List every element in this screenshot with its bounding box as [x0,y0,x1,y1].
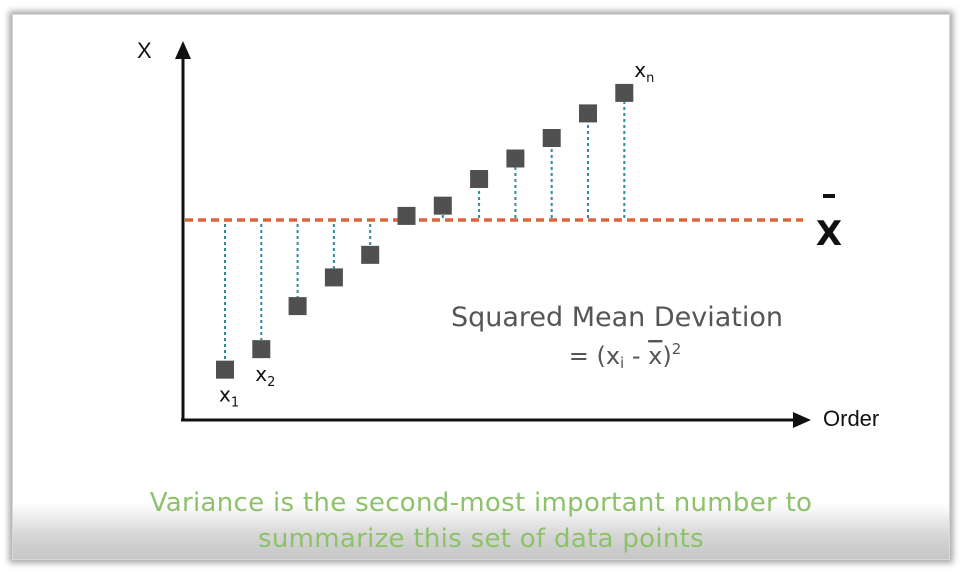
data-point [615,83,634,102]
data-point [361,245,380,264]
data-point [542,129,561,147]
bottom-shade [13,503,949,559]
mean-label-bar [823,194,835,198]
annotation-title: Squared Mean Deviation [451,302,783,333]
slide-frame: x1 x2 xn X Order X Squared Mean Deviation … [12,14,950,560]
mean-label: X [816,194,842,254]
caption-line-2: summarize this set of data points [257,524,705,554]
data-point [324,268,343,287]
point-label: xn [634,58,654,86]
point-label: x2 [255,362,275,390]
formula-eq: = (x [569,342,620,370]
formula-sup: 2 [672,340,682,358]
data-point [397,206,416,225]
point-label: x1 [219,383,239,411]
x-axis-label: Order [823,406,879,431]
data-points [216,83,634,379]
data-point [579,104,597,123]
formula-xbar: x [648,342,662,370]
mean-label-text: X [816,214,842,254]
y-axis-arrow [175,41,191,59]
x-axis-arrow [793,412,811,428]
formula-close: ) [662,342,671,370]
y-axis-label: X [137,38,152,63]
formula-sub: i [620,354,624,372]
caption-line-1: Variance is the second-most important nu… [149,488,813,518]
data-point [506,149,525,168]
data-point [433,196,452,215]
annotation-formula: = (xi - x)2 [569,340,682,372]
formula-mid: - [624,342,648,370]
data-point [216,360,234,379]
deviation-lines [224,101,626,361]
data-point [288,297,307,316]
data-point [470,170,489,188]
data-point [252,340,271,359]
point-labels: x1 x2 xn [219,58,654,411]
axes [175,41,811,428]
caption: Variance is the second-most important nu… [13,485,949,557]
